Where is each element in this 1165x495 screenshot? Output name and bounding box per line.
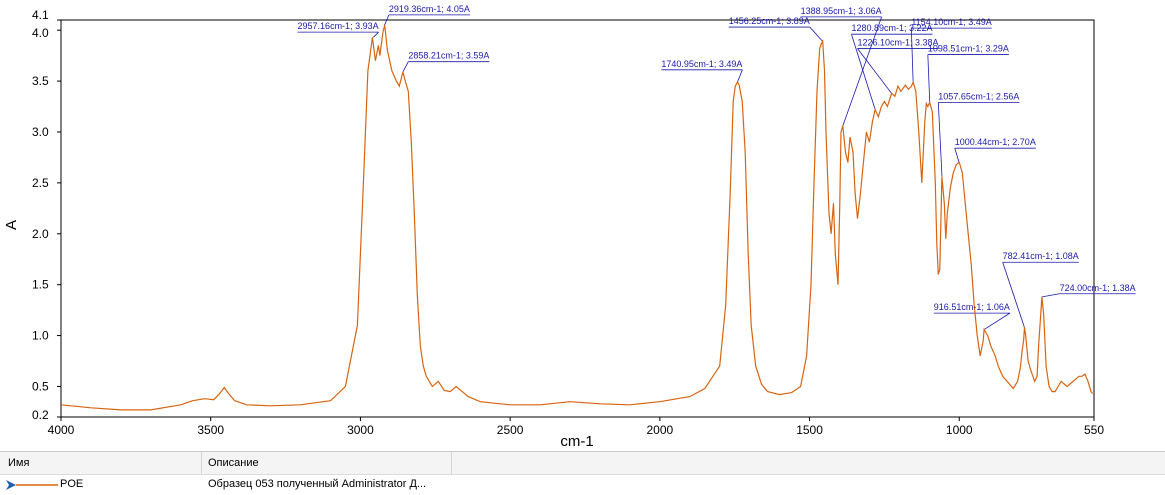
legend-header: Имя Описание: [0, 452, 1165, 475]
annotation-leader: [372, 31, 379, 38]
x-tick-label: 1500: [796, 423, 823, 437]
x-axis-ticks: 4000 3500 3000 2500 2000 1500 1000 550: [48, 417, 1104, 437]
x-tick-label: 550: [1084, 423, 1104, 437]
annotation-labels: 2957.16cm-1; 3.93A 2919.36cm-1; 4.05A 2858…: [298, 4, 1136, 312]
x-tick-label: 4000: [48, 423, 75, 437]
annotation-label: 782.41cm-1; 1.08A: [1003, 251, 1079, 261]
annotation-leader: [384, 14, 390, 26]
x-axis-title: cm-1: [560, 433, 593, 450]
annotation-label: 2919.36cm-1; 4.05A: [389, 4, 470, 14]
annotation-label: 2858.21cm-1; 3.59A: [408, 51, 489, 61]
x-tick-label: 2500: [497, 423, 524, 437]
annotation-lines: [297, 14, 1136, 330]
y-tick-label: 3.5: [32, 74, 49, 88]
annotation-leader: [910, 28, 914, 83]
annotation-label: 1226.10cm-1; 3.38A: [857, 37, 938, 47]
legend-series-description: Образец 053 полученный Administrator Д..…: [208, 478, 427, 490]
y-tick-label: 0.5: [32, 379, 49, 393]
annotation-leader: [857, 48, 892, 94]
y-tick-label: 4.1: [32, 8, 49, 22]
series-swatch: [6, 480, 58, 490]
annotation-leader: [984, 312, 1011, 330]
annotation-leader: [927, 54, 931, 103]
annotation-leader: [937, 102, 943, 177]
y-tick-label: 0.2: [32, 408, 49, 422]
legend-series-name: POE: [60, 478, 84, 490]
annotation-leader: [737, 69, 743, 83]
annotation-label: 1154.10cm-1; 3.49A: [911, 17, 991, 27]
y-tick-label: 2.5: [32, 176, 49, 190]
x-tick-label: 1000: [946, 423, 973, 437]
y-axis-title: A: [3, 220, 20, 230]
annotation-leader: [809, 26, 823, 42]
annotation-label: 1000.44cm-1; 2.70A: [955, 137, 1036, 147]
x-tick-label: 3500: [197, 423, 224, 437]
annotation-label: 1098.51cm-1; 3.29A: [928, 44, 1009, 54]
series-layer: [60, 24, 1093, 411]
column-separator[interactable]: [201, 452, 202, 474]
expand-arrow-icon[interactable]: [6, 480, 16, 490]
x-tick-label: 3000: [347, 423, 374, 437]
legend-col-name[interactable]: Имя: [8, 457, 30, 469]
y-tick-label: 4.0: [32, 26, 49, 40]
x-tick-label: 2000: [646, 423, 673, 437]
legend-table: Имя Описание POE Образец 053 полученный …: [0, 451, 1165, 494]
y-tick-label: 2.0: [32, 227, 49, 241]
annotation-leader: [842, 16, 883, 127]
annotation-label: 1280.89cm-1; 3.22A: [851, 23, 932, 33]
y-tick-label: 1.5: [32, 278, 49, 292]
annotation-label: 724.00cm-1; 1.38A: [1060, 283, 1136, 293]
annotation-label: 2957.16cm-1; 3.93A: [298, 21, 379, 31]
plot-area: [60, 19, 1095, 418]
annotation-label: 1057.65cm-1; 2.56A: [938, 91, 1019, 101]
spectrum-chart: 2957.16cm-1; 3.93A 2919.36cm-1; 4.05A 2858…: [3, 4, 1136, 450]
annotation-label: 916.51cm-1; 1.06A: [934, 302, 1010, 312]
column-separator[interactable]: [451, 452, 452, 474]
annotation-label: 1456.25cm-1; 3.89A: [729, 16, 810, 26]
annotation-leader: [851, 34, 876, 110]
y-axis-ticks: 0.2 0.5 1.0 1.5 2.0 2.5 3.0 3.5 4.0 4.1: [32, 8, 61, 422]
series-line-poe: [60, 24, 1093, 411]
annotation-label: 1388.95cm-1; 3.06A: [801, 6, 882, 16]
annotation-label: 1740.95cm-1; 3.49A: [661, 59, 742, 69]
legend-col-description[interactable]: Описание: [208, 457, 259, 469]
annotation-leader: [402, 61, 409, 73]
annotation-leader: [954, 148, 960, 163]
y-tick-label: 3.0: [32, 125, 49, 139]
y-tick-label: 1.0: [32, 329, 49, 343]
annotation-leader: [1002, 262, 1025, 328]
legend-row[interactable]: POE Образец 053 полученный Administrator…: [0, 475, 1165, 495]
annotation-leader: [1041, 293, 1060, 298]
